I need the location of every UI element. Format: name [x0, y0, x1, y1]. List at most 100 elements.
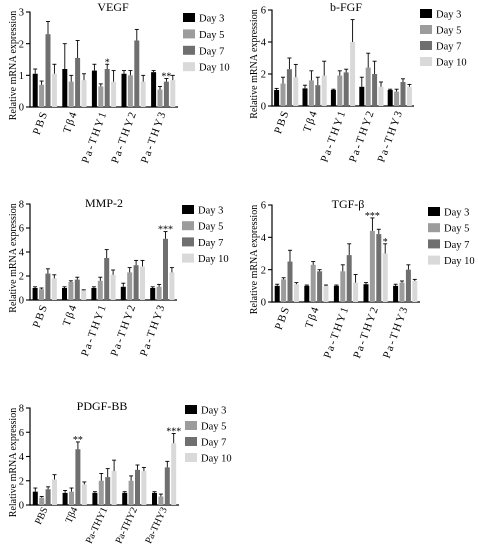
bar-pa-thy1-day-10 — [110, 274, 116, 300]
bar-pa-thy2-day-3 — [120, 286, 126, 300]
bar-tbeta4-day-7 — [317, 271, 323, 302]
chart-title: PDGF-BB — [77, 399, 128, 413]
x-category-label: Tβ4 — [61, 302, 80, 328]
bar-pa-thy1-day-5 — [337, 75, 343, 106]
bar-pbs-day-3 — [274, 285, 280, 302]
bar-pa-thy3-day-3 — [393, 285, 399, 302]
bar-pa-thy3-day-3 — [152, 492, 157, 505]
significance-marker: ** — [161, 72, 171, 83]
bar-group-pbs — [274, 249, 299, 302]
bar-pbs-day-3 — [274, 90, 280, 106]
legend: Day 3 Day 5 Day 7 Day 10 — [183, 13, 230, 74]
significance-marker: *** — [365, 211, 380, 222]
x-category-label: Pa-THY3 — [138, 302, 168, 358]
bar-pa-thy3-day-5 — [156, 286, 162, 300]
y-tick-label: 6 — [19, 224, 24, 235]
y-tick-label: 0 — [261, 102, 266, 113]
legend-label-day-7: Day 7 — [198, 238, 223, 249]
x-category-label: Pa-THY2 — [347, 108, 377, 164]
y-tick-label: 4 — [19, 452, 25, 463]
bar-pbs-day-3 — [32, 491, 38, 505]
x-category-label: Pa-THY1 — [80, 109, 110, 165]
bar-pa-thy3-day-5 — [394, 91, 400, 106]
bar-pbs-day-10 — [51, 73, 57, 107]
legend-swatch-day-7 — [185, 437, 197, 446]
bar-pa-thy1-day-7 — [346, 255, 352, 302]
bar-pbs-day-7 — [45, 34, 51, 107]
bar-tbeta4-day-3 — [62, 492, 68, 505]
bar-pa-thy1-day-5 — [97, 280, 103, 300]
x-category-label: Pa-THY1 — [322, 304, 352, 360]
bar-tbeta4-day-7 — [74, 279, 80, 300]
bar-tbeta4-day-5 — [68, 81, 74, 107]
bar-group-pa-thy2 — [359, 52, 384, 106]
y-tick-label: 0 — [261, 298, 266, 309]
legend-label-day-3: Day 3 — [199, 14, 224, 25]
bar-pbs-day-10 — [51, 278, 57, 300]
bar-pa-thy2-day-7 — [133, 265, 139, 300]
bar-tbeta4-day-3 — [304, 285, 310, 302]
bar-group-pa-thy1 — [91, 249, 116, 300]
bar-pbs-day-5 — [39, 289, 44, 300]
legend-label-day-3: Day 3 — [198, 206, 223, 217]
y-tick-label: 8 — [19, 404, 24, 415]
y-axis-label: Relative mRNA expression — [8, 11, 19, 120]
bar-pa-thy3-day-3 — [387, 90, 393, 106]
legend-swatch-day-3 — [420, 9, 432, 18]
bar-pa-thy2-day-10 — [141, 471, 147, 505]
x-category-label: Tβ4 — [61, 109, 80, 135]
bar-pbs-day-3 — [32, 288, 38, 300]
y-axis-label: Relative mRNA expression — [8, 408, 19, 517]
bar-pbs-day-5 — [39, 497, 45, 505]
x-category-label: Pa-THY2 — [351, 304, 381, 360]
bar-tbeta4-day-7 — [75, 449, 81, 505]
x-category-label: Pa-THY3 — [381, 304, 411, 360]
significance-marker: *** — [166, 426, 181, 437]
bar-pa-thy1-day-3 — [92, 492, 98, 505]
bar-pa-thy1-day-3 — [91, 288, 97, 300]
bar-pa-thy2-day-7 — [372, 74, 378, 106]
bar-pbs-day-5 — [281, 279, 287, 302]
y-axis-label: Relative mRNA expression — [249, 9, 260, 118]
bar-group-pa-thy1 — [330, 19, 356, 106]
bar-group-pa-thy3 — [151, 70, 176, 107]
bar-pbs-day-7 — [286, 69, 292, 106]
bar-pa-thy1-day-7 — [104, 69, 110, 107]
bar-pa-thy2-day-5 — [127, 75, 133, 107]
bar-pa-thy3-day-10 — [412, 280, 418, 302]
y-tick-label: 6 — [261, 6, 266, 17]
bar-group-pbs — [274, 57, 299, 106]
legend-label-day-3: Day 3 — [444, 208, 469, 219]
x-category-label: Pa-THY3 — [139, 109, 169, 165]
legend: Day 3 Day 5 Day 7 Day 10 — [185, 405, 232, 465]
bar-pa-thy1-day-7 — [104, 258, 110, 300]
legend-swatch-day-10 — [428, 255, 440, 265]
bar-group-pa-thy3 — [387, 78, 412, 106]
legend-label-day-7: Day 7 — [436, 42, 461, 53]
legend-swatch-day-7 — [183, 45, 195, 55]
chart-panel-pdgf-bb: PDGF-BB Relative mRNA expression 0 2 4 6 8 PBS T… — [8, 399, 232, 546]
legend-swatch-day-10 — [182, 253, 194, 263]
legend-swatch-day-7 — [182, 237, 194, 247]
bar-group-tbeta4 — [304, 261, 329, 302]
bar-tbeta4-day-10 — [81, 80, 87, 107]
bar-tbeta4-day-5 — [310, 264, 316, 302]
y-tick-label: 2 — [261, 70, 266, 81]
y-tick-label: 4 — [261, 233, 267, 244]
bar-pa-thy3-day-5 — [157, 89, 163, 107]
legend-label-day-3: Day 3 — [201, 406, 226, 417]
legend-swatch-day-5 — [420, 25, 432, 34]
x-category-label: Pa-THY1 — [84, 506, 110, 546]
bar-pa-thy2-day-10 — [382, 253, 388, 302]
bar-tbeta4-day-10 — [321, 75, 327, 106]
x-category-label: Pa-THY1 — [319, 108, 349, 164]
legend: Day 3 Day 5 Day 7 Day 10 — [428, 207, 475, 267]
bar-group-pa-thy3 — [393, 264, 418, 302]
bar-pbs-day-7 — [45, 273, 51, 300]
legend-swatch-day-3 — [183, 13, 195, 22]
legend-label-day-5: Day 5 — [199, 30, 224, 41]
y-tick-label: 3 — [19, 8, 24, 19]
